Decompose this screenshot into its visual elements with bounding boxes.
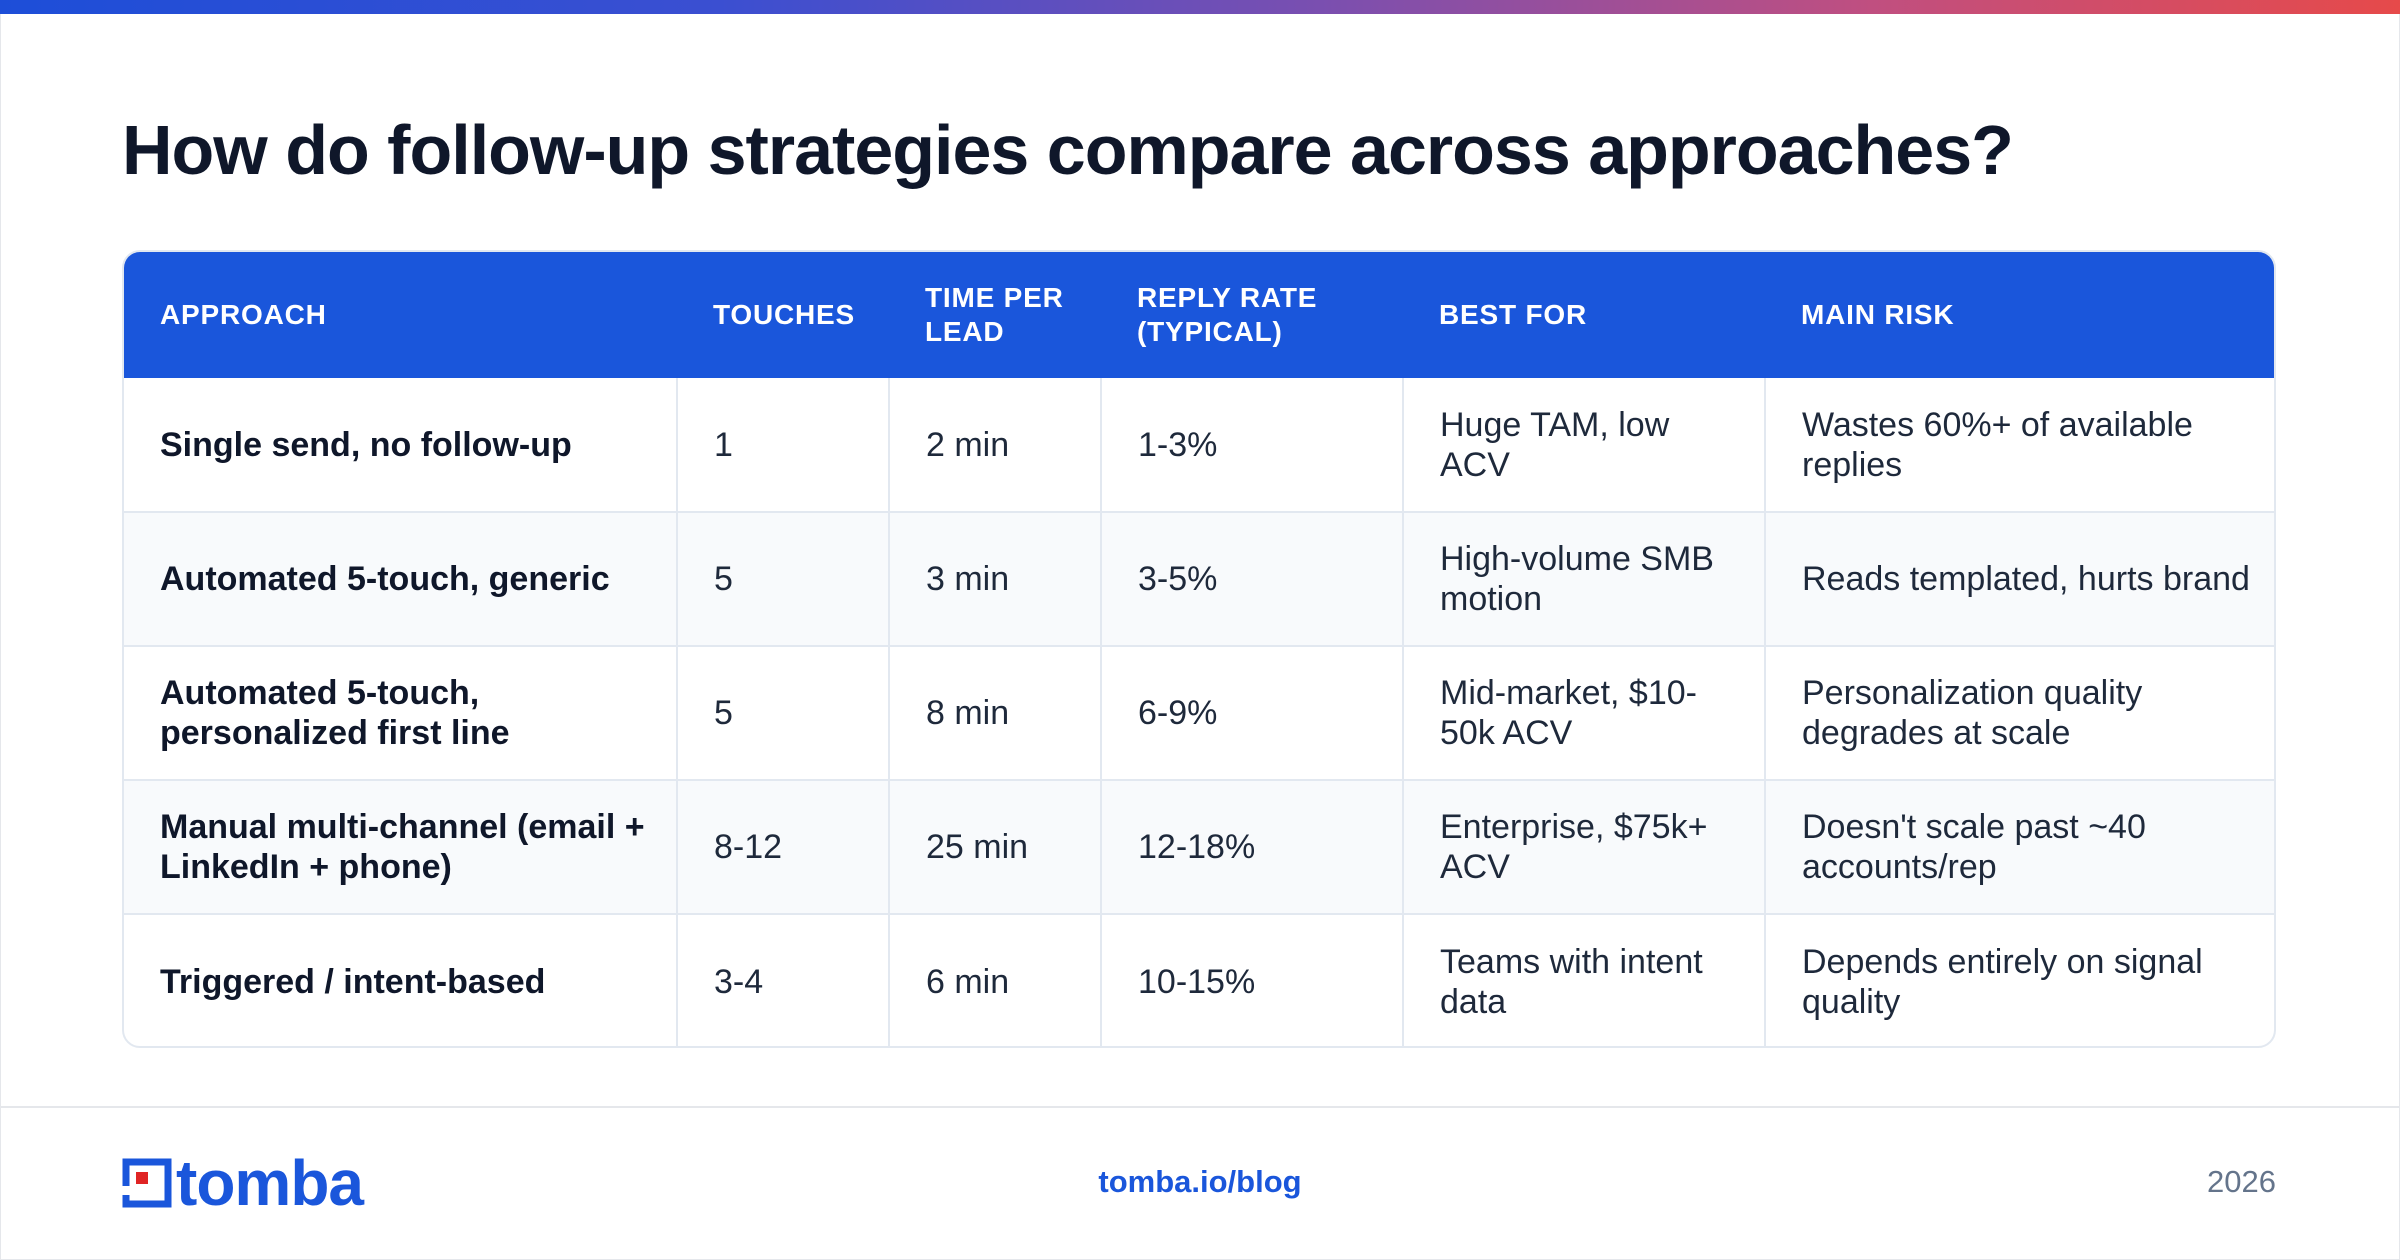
cell-time-per-lead: 6 min [888, 913, 1101, 1046]
cell-time-per-lead: 8 min [888, 645, 1101, 780]
page-title: How do follow-up strategies compare acro… [122, 111, 2014, 189]
cell-main-risk: Reads templated, hurts brand [1764, 511, 2274, 646]
cell-approach: Single send, no follow-up [160, 425, 572, 464]
cell-reply-rate: 6-9% [1100, 645, 1403, 780]
cell-reply-rate: 3-5% [1100, 511, 1403, 646]
logo-wordmark: tomba [176, 1147, 364, 1219]
cell-touches: 3-4 [676, 913, 889, 1046]
footer-divider [0, 1106, 2400, 1108]
table-row: Automated 5-touch, generic 5 3 min 3-5% … [124, 511, 2274, 646]
header-approach: APPROACH [160, 299, 327, 330]
cell-best-for: High-volume SMB motion [1402, 511, 1765, 646]
cell-touches: 5 [676, 645, 889, 780]
comparison-table: APPROACH TOUCHES TIME PER LEAD REPLY RATE… [122, 250, 2276, 1048]
top-gradient-bar [0, 0, 2400, 14]
cell-touches: 1 [676, 378, 889, 512]
cell-approach: Automated 5-touch, generic [124, 511, 677, 646]
cell-main-risk: Wastes 60%+ of available replies [1764, 378, 2274, 512]
blog-link[interactable]: tomba.io/blog [1098, 1164, 1302, 1199]
cell-reply-rate: 12-18% [1100, 779, 1403, 914]
table-row: Triggered / intent-based 3-4 6 min 10-15… [124, 913, 2274, 1046]
cell-main-risk: Depends entirely on signal quality [1764, 913, 2274, 1046]
cell-touches: 8-12 [676, 779, 889, 914]
header-main-risk: MAIN RISK [1801, 299, 1955, 330]
cell-main-risk: Doesn't scale past ~40 accounts/rep [1764, 779, 2274, 914]
cell-best-for: Teams with intent data [1402, 913, 1765, 1046]
tomba-logo[interactable]: tomba [122, 1147, 364, 1219]
cell-best-for: Mid-market, $10-50k ACV [1402, 645, 1765, 780]
header-reply-rate: REPLY RATE (TYPICAL) [1137, 282, 1318, 347]
table-row: Automated 5-touch, personalized first li… [124, 645, 2274, 780]
cell-main-risk: Personalization quality degrades at scal… [1764, 645, 2274, 780]
header-time-per-lead: TIME PER LEAD [925, 282, 1064, 347]
cell-time-per-lead: 25 min [888, 779, 1101, 914]
cell-approach: Manual multi-channel (email + LinkedIn +… [124, 779, 677, 914]
table-header-row: APPROACH TOUCHES TIME PER LEAD REPLY RATE… [124, 252, 2274, 378]
tomba-mark-icon [122, 1158, 172, 1208]
table-row: Single send, no follow-up 1 2 min 1-3% H… [124, 378, 2274, 512]
header-touches: TOUCHES [713, 299, 855, 330]
cell-approach: Triggered / intent-based [124, 913, 677, 1046]
cell-time-per-lead: 3 min [888, 511, 1101, 646]
footer-year: 2026 [2207, 1164, 2276, 1199]
cell-touches: 5 [676, 511, 889, 646]
cell-time-per-lead: 2 min [888, 378, 1101, 512]
table-row: Manual multi-channel (email + LinkedIn +… [124, 779, 2274, 914]
header-best-for: BEST FOR [1439, 299, 1587, 330]
cell-approach: Automated 5-touch, personalized first li… [124, 645, 677, 780]
cell-reply-rate: 1-3% [1100, 378, 1403, 512]
cell-reply-rate: 10-15% [1100, 913, 1403, 1046]
cell-best-for: Enterprise, $75k+ ACV [1402, 779, 1765, 914]
cell-best-for: Huge TAM, low ACV [1402, 378, 1765, 512]
